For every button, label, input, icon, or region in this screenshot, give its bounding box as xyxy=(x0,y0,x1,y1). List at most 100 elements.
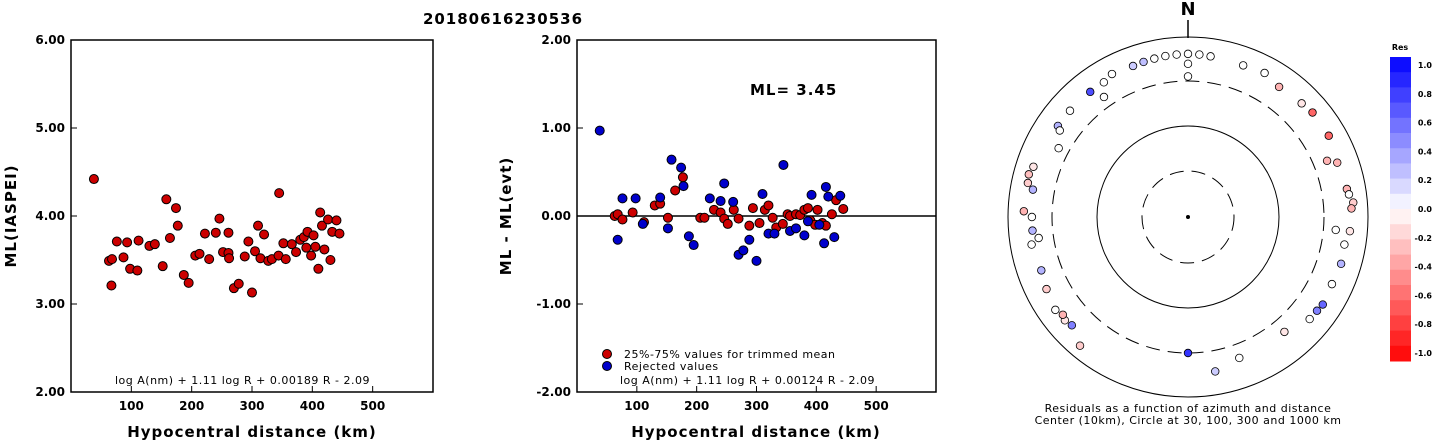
station-residual-point xyxy=(1034,233,1043,243)
station-residual-point xyxy=(1327,279,1337,289)
station-residual-point xyxy=(1340,240,1349,249)
colorbar-cell xyxy=(1390,133,1411,149)
polar-caption-line2: Center (10km), Circle at 30, 100, 300 an… xyxy=(1035,414,1342,427)
station-residual-point xyxy=(1206,52,1215,61)
rejected-point xyxy=(728,196,739,207)
rejected-point xyxy=(835,190,846,201)
ml-point xyxy=(210,227,221,238)
plot1-x-label: Hypocentral distance (km) xyxy=(127,423,377,441)
colorbar-tick-label: 0.6 xyxy=(1418,119,1433,128)
station-residual-point xyxy=(1028,185,1038,194)
trimmed-point xyxy=(733,213,744,224)
ml-point xyxy=(331,215,342,226)
polar-caption-line1: Residuals as a function of azimuth and d… xyxy=(1045,402,1332,415)
station-residual-point xyxy=(1235,353,1244,363)
rejected-point xyxy=(790,223,801,234)
plot1-x-tick-label: 100 xyxy=(119,399,144,413)
ml-point xyxy=(286,239,297,250)
ml-point xyxy=(239,251,250,262)
ml-point xyxy=(170,203,181,214)
ml-point xyxy=(291,247,302,258)
ml-point xyxy=(172,220,183,231)
station-residual-point xyxy=(1107,69,1117,79)
station-residual-point xyxy=(1260,68,1269,78)
plot1-y-tick-label: 5.00 xyxy=(35,121,65,135)
rejected-point xyxy=(655,192,666,203)
plot2-y-label: ML - ML(evt) xyxy=(497,157,515,275)
ml-point xyxy=(149,239,160,250)
rejected-point xyxy=(678,181,689,192)
station-residual-point xyxy=(1297,99,1306,108)
ml-point xyxy=(111,236,122,247)
station-residual-point xyxy=(1099,92,1109,102)
station-residual-point xyxy=(1238,61,1248,70)
station-residual-point xyxy=(1331,225,1340,235)
station-residual-point xyxy=(1042,284,1051,294)
station-residual-point xyxy=(1067,321,1077,330)
rejected-point xyxy=(778,159,789,170)
station-residual-point xyxy=(1305,314,1314,324)
station-residual-point xyxy=(1019,207,1029,216)
station-residual-point xyxy=(1027,212,1037,222)
trimmed-point xyxy=(722,218,733,229)
rejected-point xyxy=(829,232,840,243)
epicenter-marker xyxy=(1186,215,1190,219)
colorbar-cell xyxy=(1390,178,1411,195)
colorbar-cell xyxy=(1390,148,1411,164)
plot1-y-tick-label: 2.00 xyxy=(35,385,65,399)
legend-label-rejected: Rejected values xyxy=(624,360,719,373)
circle-300km xyxy=(1051,80,1325,354)
ml-point xyxy=(214,213,225,224)
colorbar-cell xyxy=(1390,254,1411,271)
station-residual-point xyxy=(1345,226,1355,236)
station-residual-point xyxy=(1347,204,1356,213)
ml-point xyxy=(88,174,99,185)
legend-label-trimmed: 25%-75% values for trimmed mean xyxy=(624,348,836,361)
trimmed-point xyxy=(744,220,755,231)
station-residual-point xyxy=(1324,131,1333,140)
ml-point xyxy=(199,228,210,239)
ml-point xyxy=(233,278,244,289)
trimmed-point xyxy=(826,209,837,220)
colorbar-cell xyxy=(1390,209,1411,225)
colorbar-tick-label: 0.4 xyxy=(1418,147,1433,156)
legend-marker-rejected xyxy=(602,361,612,371)
ml-point xyxy=(157,261,168,272)
plot2-points xyxy=(594,125,849,266)
colorbar-cell xyxy=(1390,87,1411,104)
plot1-x-ticks: 100 200 300 400 500 xyxy=(119,386,385,413)
station-residual-point xyxy=(1128,61,1138,71)
azimuth-residual-panel: N Residuals as a function of azimuth and… xyxy=(1007,0,1369,427)
station-residual-point xyxy=(1055,126,1064,135)
ml-point xyxy=(323,214,334,225)
ml-point xyxy=(259,229,270,240)
rejected-point xyxy=(799,230,810,241)
colorbar-tick-label: -0.8 xyxy=(1415,320,1433,329)
trimmed-point xyxy=(699,212,710,223)
colorbar-cells xyxy=(1390,57,1411,362)
colorbar-ticks: 1.0 0.8 0.6 0.4 0.2 0.0 -0.2 -0.4 -0.6 -0.8 -1.0 xyxy=(1415,61,1433,358)
colorbar-cell xyxy=(1390,193,1411,210)
residual-vs-distance-panel: 100 200 300 400 500 -2.00 -1.00 0.00 1.00 2.00 M… xyxy=(497,33,937,441)
plot1-y-tick-label: 3.00 xyxy=(35,297,65,311)
plot2-x-ticks: 100 200 300 400 500 xyxy=(624,386,889,413)
station-residual-point xyxy=(1051,305,1060,315)
trimmed-point xyxy=(617,214,628,225)
rejected-point xyxy=(683,231,694,242)
colorbar-tick-label: -0.6 xyxy=(1415,291,1433,300)
trimmed-point xyxy=(812,204,823,215)
plot1-x-tick-label: 400 xyxy=(300,399,325,413)
rejected-point xyxy=(806,189,817,200)
station-residual-point xyxy=(1037,266,1046,275)
ml-annotation: ML= 3.45 xyxy=(750,81,837,99)
residual-colorbar: Res 1.0 0.8 0.6 0.4 0.2 0.0 -0.2 -0.4 -0.6 -0.8 -1… xyxy=(1390,43,1432,362)
station-residual-point xyxy=(1280,327,1289,337)
colorbar-cell xyxy=(1390,239,1411,256)
ml-point xyxy=(122,237,133,248)
ml-point xyxy=(164,233,175,243)
plot2-x-tick-label: 300 xyxy=(744,399,769,413)
rejected-point xyxy=(719,178,730,189)
station-residual-point xyxy=(1183,59,1193,69)
station-residual-point xyxy=(1308,108,1317,117)
rejected-point xyxy=(823,191,834,202)
